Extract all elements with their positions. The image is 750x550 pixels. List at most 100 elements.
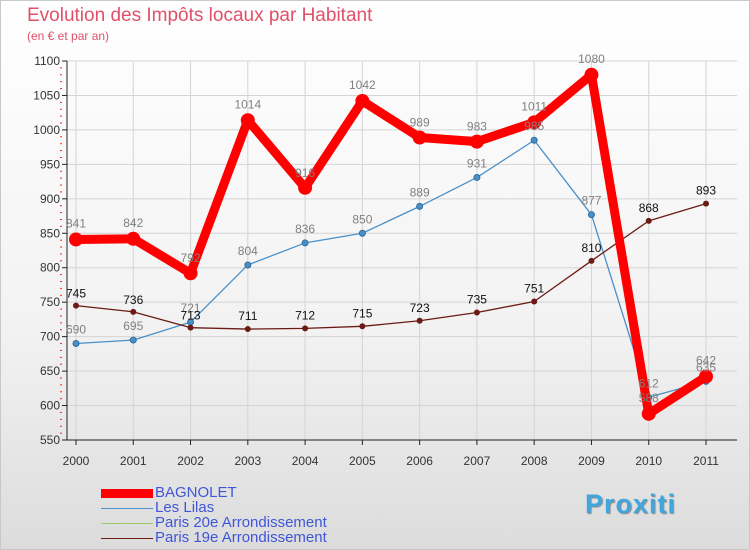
legend-swatch-paris19 [101, 538, 153, 539]
data-label-paris19: 723 [410, 301, 430, 315]
data-label-paris19: 735 [467, 293, 487, 307]
data-point-paris19 [703, 200, 709, 207]
data-label-bagnolet: 1042 [349, 78, 376, 92]
data-point-bagnolet [699, 369, 713, 384]
x-tick-label: 2010 [635, 454, 662, 468]
data-label-lilas: 612 [639, 376, 659, 390]
data-label-bagnolet: 642 [696, 354, 716, 368]
y-tick-label: 850 [40, 226, 60, 240]
data-label-lilas: 804 [238, 244, 258, 258]
x-tick-label: 2011 [693, 454, 719, 468]
data-point-lilas [301, 239, 309, 247]
data-point-lilas [530, 136, 538, 144]
chart-title: Evolution des Impôts locaux par Habitant [27, 5, 373, 26]
series-line-paris19 [75, 202, 707, 330]
data-point-lilas [72, 340, 80, 348]
y-tick-label: 800 [40, 261, 60, 275]
data-label-lilas: 695 [123, 319, 143, 333]
y-tick-label: 950 [40, 157, 60, 171]
data-label-lilas: 931 [467, 156, 487, 170]
legend-label-bagnolet: BAGNOLET [155, 484, 237, 501]
y-tick-label: 750 [40, 295, 60, 309]
y-tick-label: 1000 [33, 123, 60, 137]
data-label-paris19: 810 [581, 241, 601, 255]
x-tick-label: 2009 [578, 454, 605, 468]
y-tick-label: 1050 [33, 88, 60, 102]
data-point-paris19 [473, 309, 480, 316]
data-label-lilas: 985 [524, 119, 544, 133]
data-point-lilas [416, 202, 424, 210]
x-tick-label: 2000 [63, 454, 90, 468]
y-tick-label: 600 [40, 399, 60, 413]
data-point-lilas [587, 211, 595, 219]
data-point-paris19 [187, 324, 194, 331]
data-label-paris19: 713 [181, 309, 201, 323]
data-label-lilas: 877 [581, 194, 601, 208]
data-label-lilas: 850 [352, 212, 372, 226]
data-label-paris19: 745 [66, 287, 86, 301]
data-label-paris19: 893 [696, 184, 716, 198]
data-label-paris19: 715 [352, 306, 372, 320]
data-label-lilas: 721 [181, 301, 201, 315]
data-point-paris19 [416, 317, 423, 324]
legend-swatch-paris20 [101, 523, 153, 524]
y-tick-label: 650 [40, 364, 60, 378]
data-point-bagnolet [412, 130, 427, 145]
x-tick-label: 2007 [464, 454, 491, 468]
data-point-bagnolet [183, 266, 198, 281]
data-label-lilas: 889 [410, 185, 430, 199]
data-label-bagnolet: 1080 [578, 52, 605, 66]
data-point-bagnolet [641, 406, 656, 421]
data-point-bagnolet [469, 134, 484, 149]
x-tick-label: 2005 [349, 454, 376, 468]
x-tick-label: 2002 [177, 454, 204, 468]
data-label-bagnolet: 983 [467, 120, 487, 134]
data-label-lilas: 635 [696, 360, 716, 374]
data-label-paris19: 736 [123, 293, 143, 307]
data-point-paris19 [359, 323, 366, 330]
data-label-paris19: 868 [639, 201, 659, 215]
data-point-paris19 [73, 302, 79, 309]
data-label-paris19: 751 [524, 281, 544, 295]
chart-subtitle: (en € et par an) [27, 29, 110, 43]
series-line-bagnolet [71, 70, 711, 419]
data-label-bagnolet: 792 [181, 251, 201, 265]
data-label-bagnolet: 842 [123, 216, 143, 230]
data-point-bagnolet [240, 113, 255, 128]
data-label-bagnolet: 916 [295, 166, 315, 180]
legend-swatch-lilas [101, 508, 153, 509]
data-label-lilas: 836 [295, 222, 315, 236]
y-tick-label: 1100 [34, 54, 60, 68]
y-tick-label: 900 [40, 192, 60, 206]
data-label-bagnolet: 841 [66, 216, 86, 230]
legend-swatch-bagnolet [101, 489, 153, 498]
legend-label-paris20: Paris 20e Arrondissement [155, 514, 327, 531]
data-point-paris19 [645, 217, 652, 224]
x-tick-label: 2006 [406, 454, 433, 468]
legend-label-paris19: Paris 19e Arrondissement [155, 529, 327, 546]
data-label-bagnolet: 989 [410, 115, 430, 129]
data-label-paris19: 712 [295, 308, 315, 322]
data-point-paris19 [588, 257, 595, 264]
data-point-lilas [244, 261, 252, 269]
x-tick-label: 2003 [234, 454, 261, 468]
data-point-bagnolet [355, 93, 370, 108]
data-point-bagnolet [527, 115, 542, 130]
data-point-bagnolet [126, 231, 141, 246]
y-tick-label: 550 [40, 433, 60, 447]
data-label-bagnolet: 1011 [521, 99, 547, 113]
data-point-bagnolet [69, 232, 83, 247]
y-tick-label: 700 [40, 330, 60, 344]
data-point-lilas [358, 229, 366, 237]
proxiti-logo: Proxiti [585, 489, 677, 519]
data-point-paris19 [302, 325, 309, 332]
data-point-paris19 [130, 308, 137, 315]
data-point-lilas [473, 173, 481, 181]
data-point-lilas [129, 336, 137, 344]
data-label-bagnolet: 588 [639, 391, 659, 405]
legend-label-lilas: Les Lilas [155, 499, 215, 516]
x-tick-label: 2008 [521, 454, 548, 468]
data-point-paris19 [531, 298, 538, 305]
